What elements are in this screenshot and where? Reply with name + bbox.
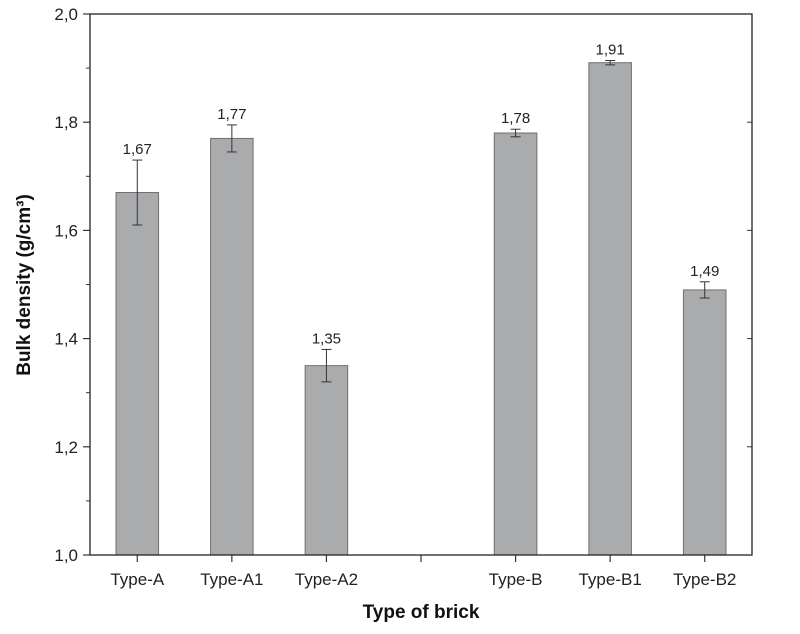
x-tick-label: Type-B1 xyxy=(578,570,641,589)
y-tick-label: 1,0 xyxy=(54,546,78,565)
x-tick-label: Type-A1 xyxy=(200,570,263,589)
x-tick-label: Type-A xyxy=(110,570,165,589)
bar xyxy=(588,62,632,556)
bar xyxy=(210,137,254,556)
y-tick-label: 2,0 xyxy=(54,5,78,24)
bar xyxy=(493,132,538,556)
plot-area: 1,0 1,2 1,4 1,6 1,8 2,0 1,67 Type-A 1,77 Type-A1 1… xyxy=(54,5,753,589)
x-tick-label: Type-B xyxy=(489,570,543,589)
x-tick-label: Type-B2 xyxy=(673,570,736,589)
x-axis-title: Type of brick xyxy=(363,602,480,623)
y-axis-title: Bulk density (g/cm³) xyxy=(14,194,35,376)
y-tick-label: 1,2 xyxy=(54,438,78,457)
data-label: 1,77 xyxy=(217,106,246,123)
bar xyxy=(115,192,160,556)
x-tick-label: Type-A2 xyxy=(295,570,358,589)
data-label: 1,49 xyxy=(690,263,719,280)
data-label: 1,91 xyxy=(596,42,625,59)
bar xyxy=(682,289,727,556)
y-tick-label: 1,4 xyxy=(54,330,78,349)
bar xyxy=(304,365,349,556)
data-label: 1,67 xyxy=(123,141,152,158)
data-label: 1,35 xyxy=(312,330,341,347)
y-tick-label: 1,8 xyxy=(54,113,78,132)
y-tick-label: 1,6 xyxy=(54,221,78,240)
data-label: 1,78 xyxy=(501,110,530,127)
plot-frame xyxy=(89,13,753,556)
